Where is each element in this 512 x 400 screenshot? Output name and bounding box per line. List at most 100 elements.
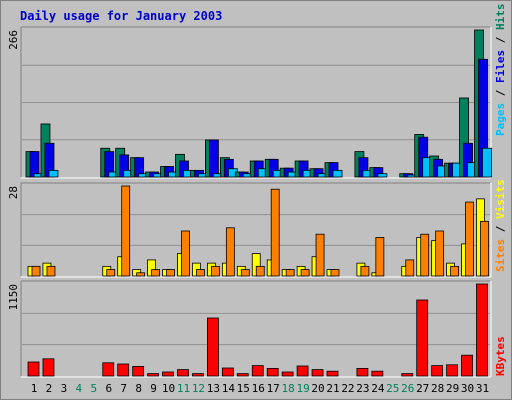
bar-kbytes-day-14 [221, 367, 234, 377]
bar-kbytes-day-21 [326, 370, 339, 377]
bar-kbytes-day-30 [461, 354, 473, 377]
x-tick-label: 24 [371, 382, 385, 395]
chart-panel [22, 282, 490, 376]
bar-sites-day-27 [420, 233, 430, 277]
bar-sites-day-18 [285, 269, 295, 277]
x-tick-label: 29 [446, 382, 459, 395]
x-tick-label: 27 [416, 382, 429, 395]
x-tick-label: 6 [105, 382, 112, 395]
legend-separator: / [494, 83, 507, 103]
bar-kbytes-day-10 [162, 371, 174, 377]
legend-visits: Visits [494, 179, 507, 219]
x-tick-label: 8 [135, 382, 142, 395]
bar-sites-day-26 [405, 259, 415, 277]
bar-kbytes-day-17 [266, 367, 279, 377]
x-tick-label: 1 [31, 382, 38, 395]
legend-kbytes: KBytes [494, 336, 507, 376]
x-tick-label: 13 [207, 382, 220, 395]
x-tick-label: 19 [296, 382, 309, 395]
bar-sites-day-1 [31, 265, 41, 277]
x-tick-label: 28 [431, 382, 444, 395]
legend-hits-files-pages: Pages / Files / Hits [494, 4, 507, 137]
x-tick-label: 25 [386, 382, 399, 395]
bar-sites-day-14 [225, 227, 235, 277]
x-tick-label: 2 [46, 382, 53, 395]
bar-pages-day-21 [332, 169, 343, 178]
bar-kbytes-day-7 [117, 363, 130, 377]
x-tick-label: 26 [401, 382, 414, 395]
chart-title: Daily usage for January 2003 [20, 9, 222, 23]
chart-bars [25, 29, 492, 377]
bar-kbytes-day-2 [42, 358, 55, 377]
x-tick-label: 9 [150, 382, 157, 395]
bar-kbytes-day-24 [371, 370, 384, 377]
legend-separator: / [494, 30, 507, 50]
x-tick-label: 4 [76, 382, 83, 395]
legend-kbytes: KBytes [494, 336, 507, 376]
x-tick-label: 14 [222, 382, 236, 395]
x-tick-label: 10 [162, 382, 175, 395]
legend-visits-sites: Sites / Visits [494, 179, 507, 272]
bar-sites-day-20 [315, 233, 325, 277]
x-axis-labels: 1 2 3 4 5 6 7 8 9 10 11 12 13 14 15 16 17 18 19 20 21 22 23 24 2… [31, 382, 489, 395]
bar-sites-day-30 [465, 201, 474, 277]
bar-kbytes-day-12 [192, 373, 204, 377]
bar-kbytes-day-1 [27, 361, 40, 377]
bar-pages-day-24 [377, 173, 388, 178]
x-tick-label: 18 [282, 382, 295, 395]
bar-kbytes-day-6 [102, 362, 115, 377]
bar-sites-day-7 [121, 185, 131, 277]
bar-sites-day-21 [330, 269, 340, 277]
bar-kbytes-day-15 [236, 373, 249, 377]
bar-sites-day-9 [151, 269, 161, 277]
legend-files: Files [494, 50, 507, 83]
x-tick-label: 12 [192, 382, 205, 395]
bar-kbytes-day-28 [431, 365, 444, 377]
x-tick-label: 11 [177, 382, 190, 395]
bar-sites-day-31 [480, 220, 489, 277]
x-tick-label: 15 [237, 382, 250, 395]
y-axis-max-label: 266 [7, 30, 20, 50]
x-tick-label: 16 [252, 382, 265, 395]
x-tick-label: 17 [267, 382, 280, 395]
bar-sites-day-6 [106, 269, 116, 277]
y-axis-max-label: 1150 [7, 284, 20, 311]
bar-sites-day-16 [255, 265, 265, 277]
legend-pages: Pages [494, 103, 507, 136]
bar-kbytes-day-9 [147, 373, 160, 377]
legend-sites: Sites [494, 239, 507, 272]
x-tick-label: 31 [476, 382, 489, 395]
bar-kbytes-day-31 [476, 283, 488, 377]
bar-kbytes-day-11 [177, 369, 189, 377]
bar-files-day-13 [208, 139, 219, 178]
x-tick-label: 30 [461, 382, 474, 395]
legend-hits: Hits [494, 4, 507, 31]
bar-pages-day-2 [48, 169, 59, 178]
bar-sites-day-10 [166, 269, 175, 277]
bar-sites-day-23 [360, 265, 370, 277]
bar-sites-day-15 [240, 269, 250, 277]
y-axis-max-label: 28 [7, 186, 20, 199]
bar-sites-day-11 [181, 230, 190, 277]
x-tick-label: 3 [61, 382, 68, 395]
bar-kbytes-day-18 [281, 371, 294, 377]
bar-kbytes-day-13 [206, 317, 219, 377]
bar-sites-day-2 [46, 265, 56, 277]
bar-kbytes-day-20 [311, 369, 324, 377]
bar-kbytes-day-23 [356, 367, 369, 377]
bar-sites-day-28 [435, 230, 445, 277]
bar-kbytes-day-16 [251, 365, 264, 377]
bar-kbytes-day-27 [416, 299, 429, 377]
x-tick-label: 20 [311, 382, 324, 395]
x-tick-label: 5 [90, 382, 97, 395]
bar-sites-day-24 [375, 237, 385, 277]
bar-sites-day-19 [300, 269, 310, 277]
bar-sites-day-12 [196, 269, 205, 277]
bar-kbytes-day-26 [401, 373, 414, 377]
bar-sites-day-17 [270, 188, 280, 277]
chart-legends: Pages / Files / Hits Sites / Visits KBytes [494, 4, 507, 377]
bar-kbytes-day-19 [296, 365, 309, 377]
x-tick-label: 23 [356, 382, 369, 395]
bar-sites-day-13 [210, 265, 220, 277]
